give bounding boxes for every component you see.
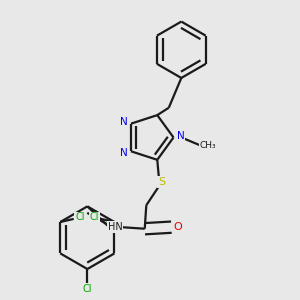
Text: CH₃: CH₃	[200, 141, 216, 150]
Text: Cl: Cl	[90, 212, 100, 222]
Text: O: O	[174, 222, 183, 232]
Text: HN: HN	[108, 222, 122, 232]
Text: S: S	[158, 177, 165, 187]
Text: Cl: Cl	[82, 284, 92, 294]
Text: N: N	[120, 117, 128, 127]
Text: N: N	[120, 148, 128, 158]
Text: N: N	[176, 131, 184, 141]
Text: Cl: Cl	[75, 212, 85, 222]
